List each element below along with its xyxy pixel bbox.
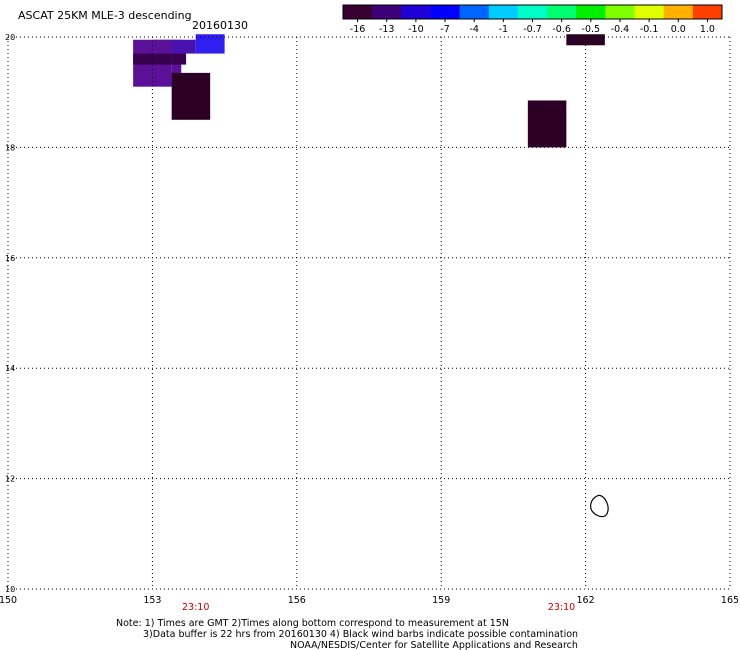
colorbar-segment — [634, 5, 665, 19]
colorbar-segment — [663, 5, 694, 19]
date-label: 20160130 — [192, 19, 248, 32]
colorbar-label: -0.1 — [640, 24, 659, 35]
wind-cell — [195, 34, 225, 54]
colorbar-label: -10 — [408, 24, 424, 35]
colorbar-label: -0.4 — [611, 24, 630, 35]
colorbar-label: -13 — [379, 24, 395, 35]
colorbar-segment — [401, 5, 431, 19]
longitude-label: 150 — [0, 595, 17, 606]
latitude-label: 12 — [5, 475, 15, 484]
note-line-3: NOAA/NESDIS/Center for Satellite Applica… — [290, 640, 578, 650]
colorbar-label: -1 — [499, 24, 508, 35]
wind-cell — [133, 53, 172, 65]
wind-cell — [527, 100, 567, 148]
colorbar-segment — [605, 5, 636, 19]
colorbar-segment — [576, 5, 606, 19]
colorbar: -16 -13 -10 -7 -4 -1 -0.7 -0.6 -0.5 -0.4 -0.1 0.0 1.… — [342, 4, 723, 35]
wind-cell — [152, 39, 172, 54]
lat-lon-grid — [7, 36, 731, 590]
wind-cell — [171, 53, 187, 65]
longitude-label: 165 — [721, 595, 739, 606]
longitude-label: 159 — [432, 595, 450, 606]
colorbar-segment — [692, 5, 723, 19]
longitude-label: 153 — [143, 595, 161, 606]
longitude-label: 156 — [288, 595, 306, 606]
colorbar-segment — [430, 5, 461, 19]
colorbar-label: -4 — [469, 24, 478, 35]
product-title: ASCAT 25KM MLE-3 descending — [18, 9, 192, 22]
latitude-label: 20 — [5, 33, 15, 42]
time-label: 23:10 — [182, 602, 209, 613]
colorbar-label: -7 — [440, 24, 449, 35]
time-label: 23:10 — [548, 602, 575, 613]
colorbar-segment — [517, 5, 548, 19]
latitude-label: 10 — [5, 585, 15, 594]
latitude-label: 16 — [5, 254, 15, 263]
wind-cell — [171, 72, 211, 120]
latitude-label: 14 — [5, 364, 15, 373]
colorbar-label: -0.6 — [552, 24, 571, 35]
wind-cell — [171, 39, 196, 54]
note-line-2: 3)Data buffer is 22 hrs from 20160130 4)… — [143, 629, 578, 640]
time-labels: 23:10 23:10 — [182, 602, 575, 613]
colorbar-label: 1.0 — [700, 24, 715, 35]
colorbar-segment — [459, 5, 490, 19]
colorbar-label: -0.7 — [523, 24, 542, 35]
colorbar-segment — [488, 5, 519, 19]
longitude-label: 162 — [577, 595, 595, 606]
colorbar-label: 0.0 — [671, 24, 686, 35]
colorbar-segment — [343, 5, 373, 19]
latitude-labels: 20 18 16 14 12 10 — [5, 33, 15, 594]
latitude-label: 18 — [5, 143, 15, 152]
wind-cells — [133, 34, 605, 148]
colorbar-label: -16 — [350, 24, 366, 35]
note-line-1: Note: 1) Times are GMT 2)Times along bot… — [116, 618, 509, 629]
colorbar-segment — [372, 5, 402, 19]
colorbar-label: -0.5 — [582, 24, 601, 35]
longitude-labels: 150 153 156 159 162 165 — [0, 595, 739, 606]
colorbar-segment — [547, 5, 577, 19]
island-coastline — [590, 494, 609, 518]
coastline-outline — [590, 494, 609, 518]
wind-cell — [566, 34, 605, 46]
